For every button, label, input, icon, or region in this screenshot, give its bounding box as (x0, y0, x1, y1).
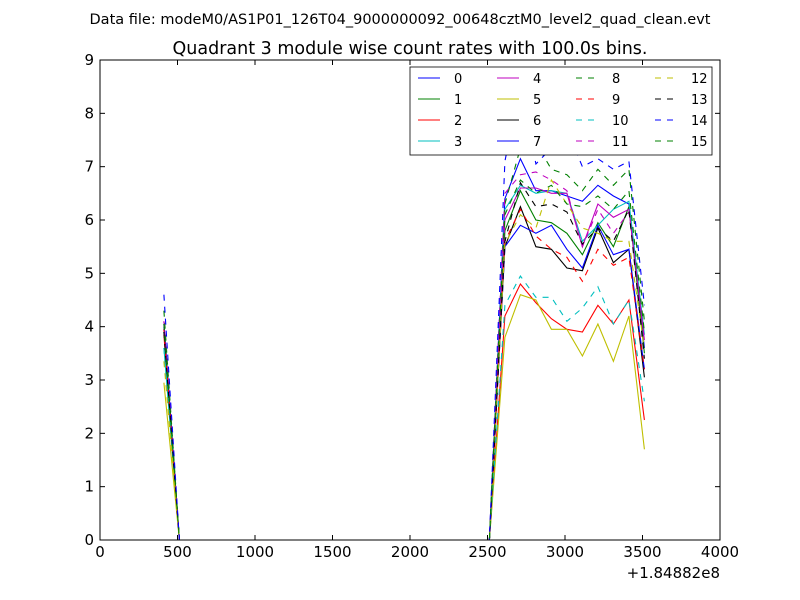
y-tick-label: 5 (84, 264, 94, 282)
legend-label-3: 3 (454, 135, 462, 150)
series-line-15 (163, 179, 645, 540)
chart-title: Quadrant 3 module wise count rates with … (173, 39, 648, 59)
series-line-4 (163, 187, 645, 540)
series-line-11 (163, 171, 645, 540)
y-tick-label: 4 (84, 318, 94, 336)
x-tick-label: 3000 (546, 543, 584, 561)
legend-label-9: 9 (612, 93, 620, 108)
y-tick-label: 6 (84, 211, 94, 229)
legend-label-1: 1 (454, 93, 462, 108)
x-tick-label: 1000 (236, 543, 274, 561)
x-tick-label: 500 (163, 543, 192, 561)
plot-area: 0 500 1000 1500 2000 2500 3000 3500 400001234567… (84, 51, 739, 561)
y-tick-label: 0 (84, 531, 94, 549)
series-line-2 (163, 282, 645, 540)
legend-label-5: 5 (533, 93, 541, 108)
x-tick-label: 2500 (468, 543, 506, 561)
y-tick-label: 3 (84, 371, 94, 389)
legend-label-2: 2 (454, 114, 462, 129)
series-line-7 (163, 223, 645, 540)
y-tick-label: 7 (84, 158, 94, 176)
ticks-layer: 0 500 1000 1500 2000 2500 3000 3500 400001234567… (84, 51, 739, 561)
series-line-6 (163, 205, 645, 540)
y-tick-label: 1 (84, 478, 94, 496)
legend-label-8: 8 (612, 72, 620, 87)
y-tick-label: 2 (84, 424, 94, 442)
x-tick-label: 0 (95, 543, 105, 561)
series-layer (163, 83, 645, 540)
x-offset-label: +1.84882e8 (627, 564, 720, 582)
chart-suptitle: Data file: modeM0/AS1P01_126T04_90000000… (90, 12, 711, 28)
legend-label-6: 6 (533, 114, 541, 129)
series-line-1 (163, 189, 645, 540)
legend-label-7: 7 (533, 135, 541, 150)
series-line-5 (163, 294, 645, 540)
legend-label-4: 4 (533, 72, 541, 87)
y-tick-label: 9 (84, 51, 94, 69)
legend-label-13: 13 (691, 93, 708, 108)
x-tick-label: 3500 (623, 543, 661, 561)
x-tick-label: 4000 (701, 543, 739, 561)
legend-label-15: 15 (691, 135, 708, 150)
legend-label-0: 0 (454, 72, 462, 87)
x-tick-label: 1500 (313, 543, 351, 561)
legend-label-12: 12 (691, 72, 708, 87)
legend-label-11: 11 (612, 135, 629, 150)
legend-label-14: 14 (691, 114, 708, 129)
legend-label-10: 10 (612, 114, 629, 129)
legend-frame (409, 66, 713, 156)
series-line-12 (163, 178, 645, 540)
y-tick-label: 8 (84, 104, 94, 122)
series-line-13 (163, 181, 645, 540)
series-line-0 (163, 157, 645, 540)
x-tick-label: 2000 (391, 543, 429, 561)
